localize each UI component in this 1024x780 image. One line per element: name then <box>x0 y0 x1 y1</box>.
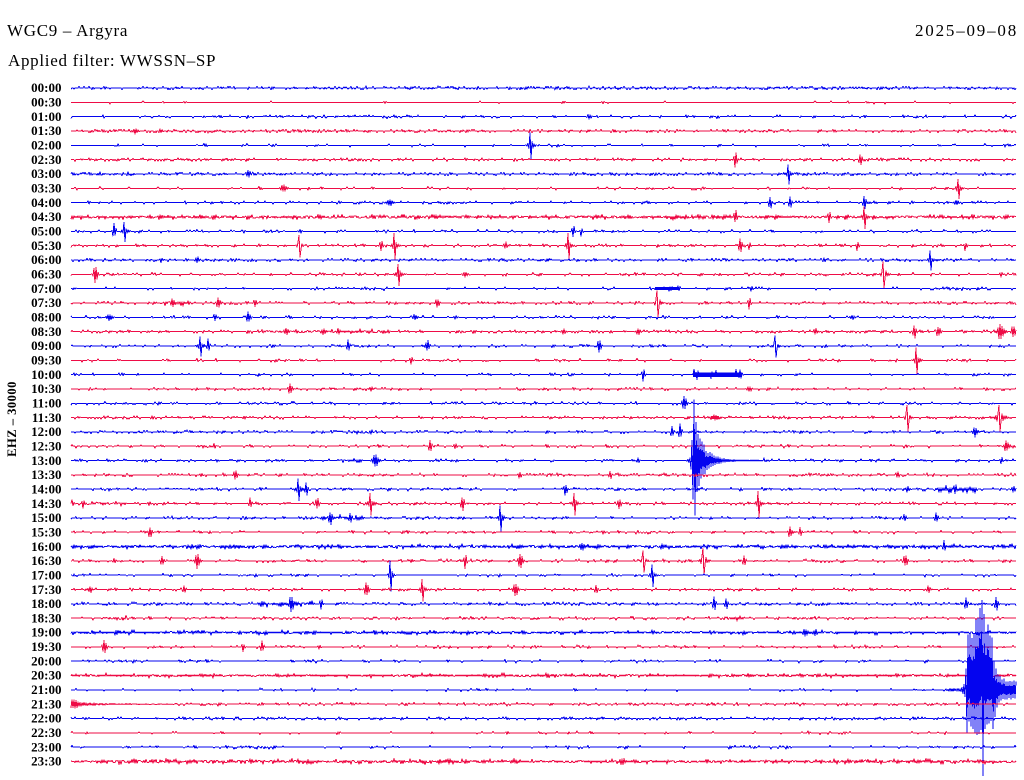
svg-text:04:00: 04:00 <box>31 195 61 210</box>
svg-text:02:00: 02:00 <box>31 138 61 153</box>
svg-text:17:00: 17:00 <box>31 567 61 582</box>
svg-text:18:00: 18:00 <box>31 596 61 611</box>
svg-text:14:00: 14:00 <box>31 481 61 496</box>
svg-text:19:30: 19:30 <box>31 639 61 654</box>
svg-text:Applied filter: WWSSN–SP: Applied filter: WWSSN–SP <box>8 51 216 70</box>
svg-text:16:00: 16:00 <box>31 539 61 554</box>
svg-text:22:30: 22:30 <box>31 725 61 740</box>
svg-text:09:30: 09:30 <box>31 353 61 368</box>
svg-text:22:00: 22:00 <box>31 711 61 726</box>
svg-text:2025–09–08: 2025–09–08 <box>915 21 1018 40</box>
svg-text:06:00: 06:00 <box>31 252 61 267</box>
svg-text:05:00: 05:00 <box>31 224 61 239</box>
svg-text:08:00: 08:00 <box>31 310 61 325</box>
svg-text:20:00: 20:00 <box>31 653 61 668</box>
svg-text:23:00: 23:00 <box>31 739 61 754</box>
svg-text:00:00: 00:00 <box>31 80 61 95</box>
svg-text:19:00: 19:00 <box>31 625 61 640</box>
svg-text:02:30: 02:30 <box>31 152 61 167</box>
svg-text:11:30: 11:30 <box>32 410 62 425</box>
svg-text:23:30: 23:30 <box>31 754 61 769</box>
svg-text:03:30: 03:30 <box>31 181 61 196</box>
svg-text:15:00: 15:00 <box>31 510 61 525</box>
svg-text:03:00: 03:00 <box>31 166 61 181</box>
svg-text:05:30: 05:30 <box>31 238 61 253</box>
svg-text:14:30: 14:30 <box>31 496 61 511</box>
svg-text:04:30: 04:30 <box>31 209 61 224</box>
svg-text:11:00: 11:00 <box>32 396 62 411</box>
svg-text:17:30: 17:30 <box>31 582 61 597</box>
svg-text:08:30: 08:30 <box>31 324 61 339</box>
svg-text:12:00: 12:00 <box>31 424 61 439</box>
svg-text:13:30: 13:30 <box>31 467 61 482</box>
svg-text:01:00: 01:00 <box>31 109 61 124</box>
svg-text:07:00: 07:00 <box>31 281 61 296</box>
svg-text:10:30: 10:30 <box>31 381 61 396</box>
svg-text:06:30: 06:30 <box>31 267 61 282</box>
svg-text:21:00: 21:00 <box>31 682 61 697</box>
svg-text:01:30: 01:30 <box>31 123 61 138</box>
svg-text:10:00: 10:00 <box>31 367 61 382</box>
svg-text:07:30: 07:30 <box>31 295 61 310</box>
svg-text:15:30: 15:30 <box>31 524 61 539</box>
svg-text:18:30: 18:30 <box>31 610 61 625</box>
svg-text:00:30: 00:30 <box>31 95 61 110</box>
svg-text:WGC9 – Argyra: WGC9 – Argyra <box>7 21 128 40</box>
svg-text:16:30: 16:30 <box>31 553 61 568</box>
svg-text:EHZ – 30000: EHZ – 30000 <box>5 381 19 457</box>
svg-text:20:30: 20:30 <box>31 668 61 683</box>
svg-text:21:30: 21:30 <box>31 696 61 711</box>
svg-text:09:00: 09:00 <box>31 338 61 353</box>
svg-text:12:30: 12:30 <box>31 438 61 453</box>
svg-text:13:00: 13:00 <box>31 453 61 468</box>
